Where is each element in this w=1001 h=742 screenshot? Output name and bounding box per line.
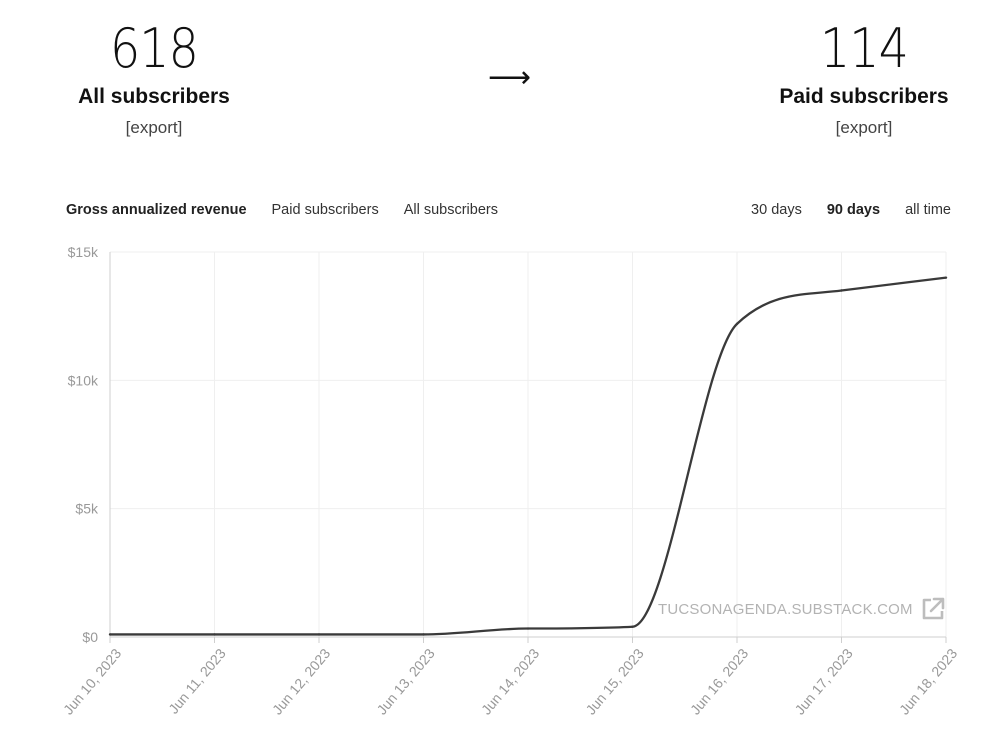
all-subscribers-stat: 618 All subscribers [export] bbox=[34, 18, 274, 138]
range-30-days[interactable]: 30 days bbox=[751, 202, 802, 218]
range-tabs: 30 days 90 days all time bbox=[751, 202, 951, 218]
chart-grid bbox=[109, 251, 947, 637]
publication-watermark: TUCSONAGENDA.SUBSTACK.COM bbox=[658, 601, 913, 618]
export-all-subscribers-link[interactable]: [export] bbox=[125, 118, 183, 137]
data-point bbox=[735, 322, 739, 326]
x-tick-label: Jun 13, 2023 bbox=[373, 645, 437, 717]
x-tick-label: Jun 16, 2023 bbox=[687, 645, 751, 717]
arrow-right-icon: ⟶ bbox=[488, 60, 532, 95]
all-subscribers-label: All subscribers bbox=[78, 85, 230, 108]
range-all-time[interactable]: all time bbox=[905, 202, 951, 218]
paid-subscribers-label: Paid subscribers bbox=[779, 85, 949, 108]
chart-series bbox=[108, 276, 948, 636]
x-tick-label: Jun 18, 2023 bbox=[896, 645, 960, 717]
data-point bbox=[422, 633, 425, 636]
tab-paid-subscribers[interactable]: Paid subscribers bbox=[271, 202, 379, 218]
x-tick-label: Jun 11, 2023 bbox=[165, 645, 229, 717]
x-tick-label: Jun 15, 2023 bbox=[582, 645, 646, 717]
y-tick-label: $0 bbox=[82, 629, 98, 645]
chart-axes: $0 $5k $10k $15k Jun 10, 2023 Jun 11, 2023 Jun… bbox=[60, 244, 960, 718]
x-tick-label: Jun 10, 2023 bbox=[60, 645, 124, 717]
data-point bbox=[213, 633, 216, 636]
y-tick-label: $15k bbox=[68, 244, 99, 260]
tab-gross-annualized-revenue[interactable]: Gross annualized revenue bbox=[66, 202, 247, 218]
data-point bbox=[526, 627, 530, 630]
range-90-days[interactable]: 90 days bbox=[826, 202, 881, 218]
y-tick-label: $10k bbox=[68, 372, 99, 388]
x-tick-label: Jun 17, 2023 bbox=[791, 645, 855, 717]
paid-subscribers-count: 114 bbox=[819, 17, 909, 80]
y-tick-label: $5k bbox=[75, 501, 99, 517]
data-point bbox=[631, 625, 634, 628]
export-paid-subscribers-link[interactable]: [export] bbox=[835, 118, 893, 137]
paid-subscribers-stat: 114 Paid subscribers [export] bbox=[744, 18, 984, 138]
x-tick-label: Jun 12, 2023 bbox=[269, 645, 333, 717]
metric-tabs: Gross annualized revenue Paid subscriber… bbox=[66, 202, 498, 218]
tab-all-subscribers[interactable]: All subscribers bbox=[403, 202, 498, 218]
data-point bbox=[944, 276, 948, 279]
x-tick-label: Jun 14, 2023 bbox=[478, 645, 542, 717]
data-point bbox=[840, 289, 843, 292]
revenue-series-line bbox=[110, 276, 947, 636]
data-point bbox=[108, 633, 112, 636]
data-point bbox=[317, 633, 321, 636]
external-link-icon[interactable] bbox=[920, 596, 946, 622]
all-subscribers-count: 618 bbox=[109, 17, 199, 80]
